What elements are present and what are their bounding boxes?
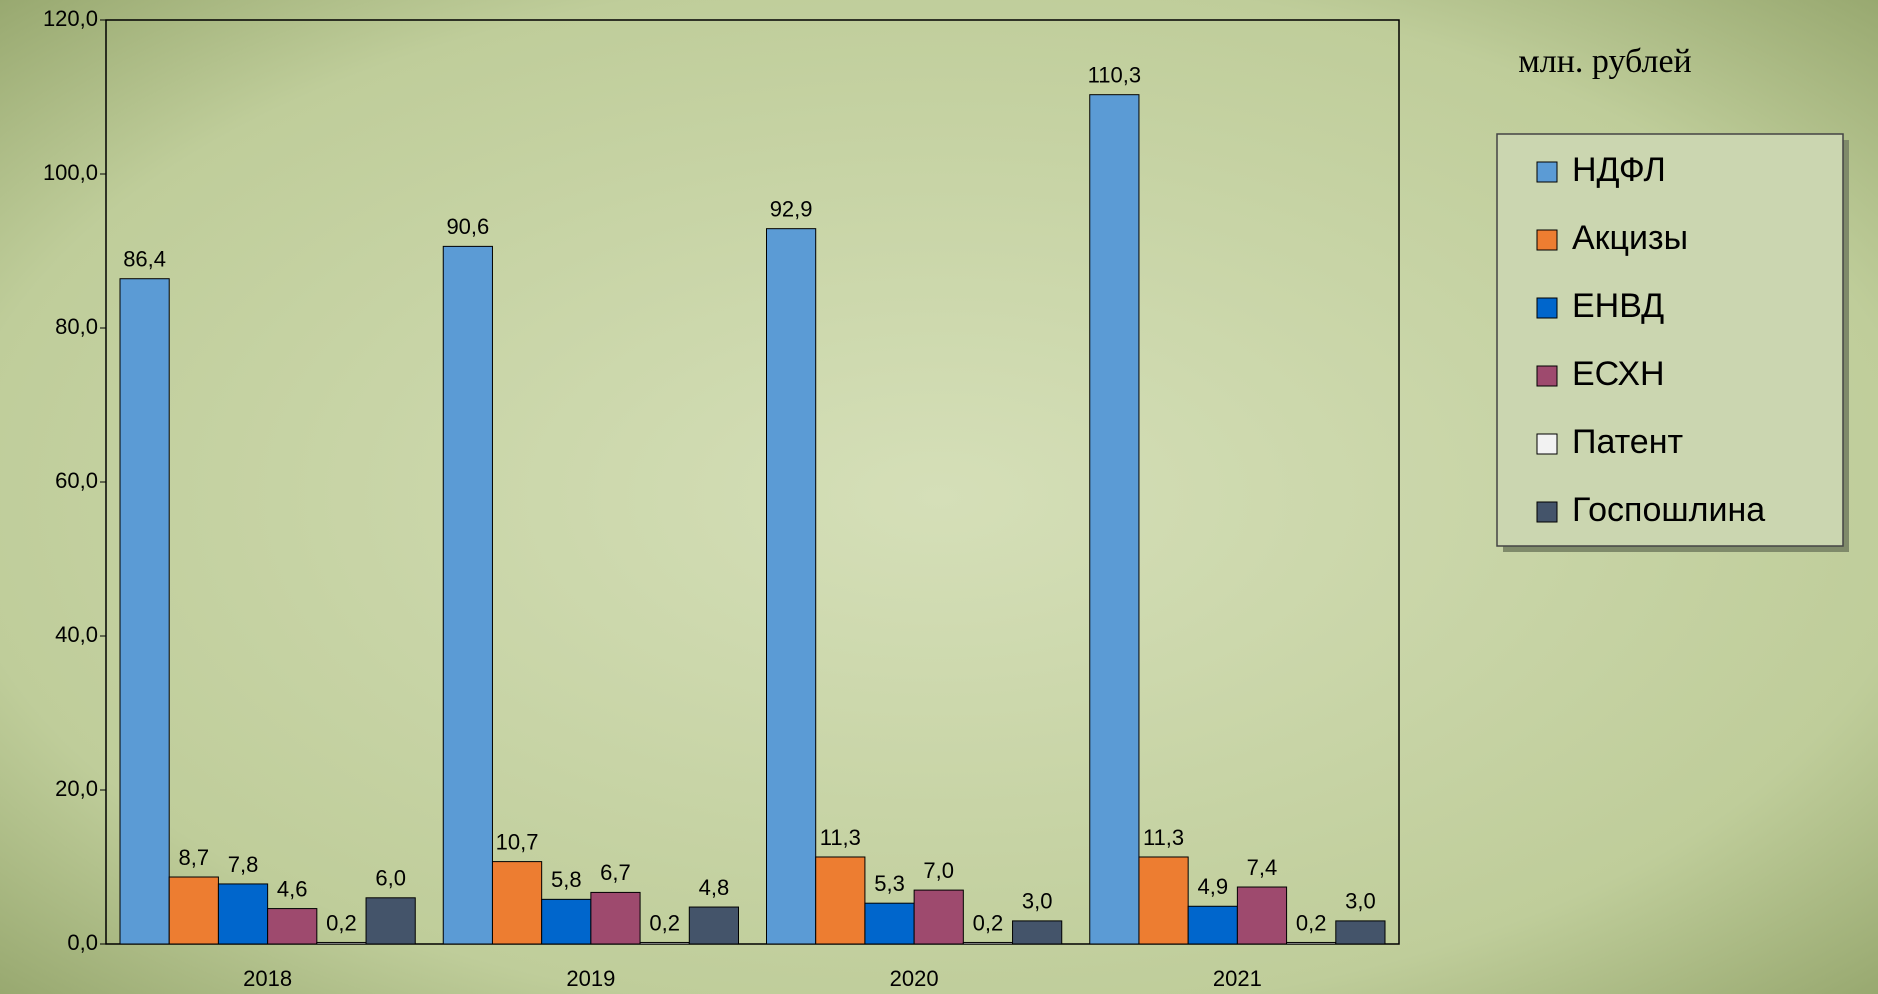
bar [119,278,170,945]
legend-swatch [1536,297,1558,319]
value-label: 7,8 [228,852,259,877]
legend [1496,133,1844,547]
value-label: 90,6 [446,214,489,239]
value-label: 4,8 [699,875,730,900]
value-label: 92,9 [770,196,813,221]
y-tick-label: 20,0 [55,776,98,801]
unit-label: млн. рублей [1518,43,1692,80]
x-tick-label: 2020 [890,966,939,991]
bar [1236,886,1288,945]
value-label: 0,2 [973,910,1004,935]
bar [766,228,817,945]
y-tick-label: 0,0 [67,930,98,955]
legend-label: Госпошлина [1572,491,1765,529]
legend-label: ЕСХН [1572,355,1665,393]
bar [590,891,641,945]
bar [1012,920,1063,945]
x-tick-label: 2018 [243,966,292,991]
legend-swatch [1536,161,1558,183]
y-tick-label: 80,0 [55,314,98,339]
bar [168,876,219,945]
legend-label: Патент [1572,423,1683,461]
value-label: 3,0 [1022,889,1053,914]
y-tick-label: 100,0 [43,160,98,185]
y-tick-label: 60,0 [55,468,98,493]
bar [541,898,592,945]
y-tick-label: 40,0 [55,622,98,647]
bar [815,856,866,945]
value-label: 0,2 [649,910,680,935]
value-label: 4,6 [277,876,308,901]
value-label: 11,3 [820,825,861,850]
value-label: 8,7 [179,845,210,870]
value-label: 7,0 [923,858,954,883]
value-label: 11,3 [1143,825,1184,850]
bar [1138,856,1189,945]
value-label: 10,7 [496,829,539,854]
bar [267,908,318,945]
value-label: 110,3 [1088,63,1141,88]
legend-label: Акцизы [1572,219,1688,257]
legend-swatch [1536,433,1558,455]
bar [1089,94,1140,945]
legend-swatch [1536,365,1558,387]
bar [864,902,915,945]
bar [365,897,416,945]
value-label: 3,0 [1345,889,1376,914]
bar [217,883,269,945]
value-label: 86,4 [123,247,166,272]
bar [688,906,740,945]
value-label: 0,2 [326,910,357,935]
value-label: 7,4 [1247,855,1278,880]
value-label: 4,9 [1197,874,1228,899]
bar [491,861,543,945]
bar [913,889,964,945]
legend-label: ЕНВД [1572,287,1664,325]
value-label: 6,0 [375,866,406,891]
value-label: 6,7 [600,860,631,885]
value-label: 0,2 [1296,910,1327,935]
legend-label: НДФЛ [1572,151,1666,189]
x-tick-label: 2019 [566,966,615,991]
bar [1335,920,1386,945]
bar [1187,905,1238,945]
x-tick-label: 2021 [1213,966,1262,991]
legend-swatch [1536,501,1558,523]
legend-swatch [1536,229,1558,251]
bar [442,245,493,945]
value-label: 5,3 [874,871,905,896]
value-label: 5,8 [551,867,582,892]
y-tick-label: 120,0 [43,6,98,31]
